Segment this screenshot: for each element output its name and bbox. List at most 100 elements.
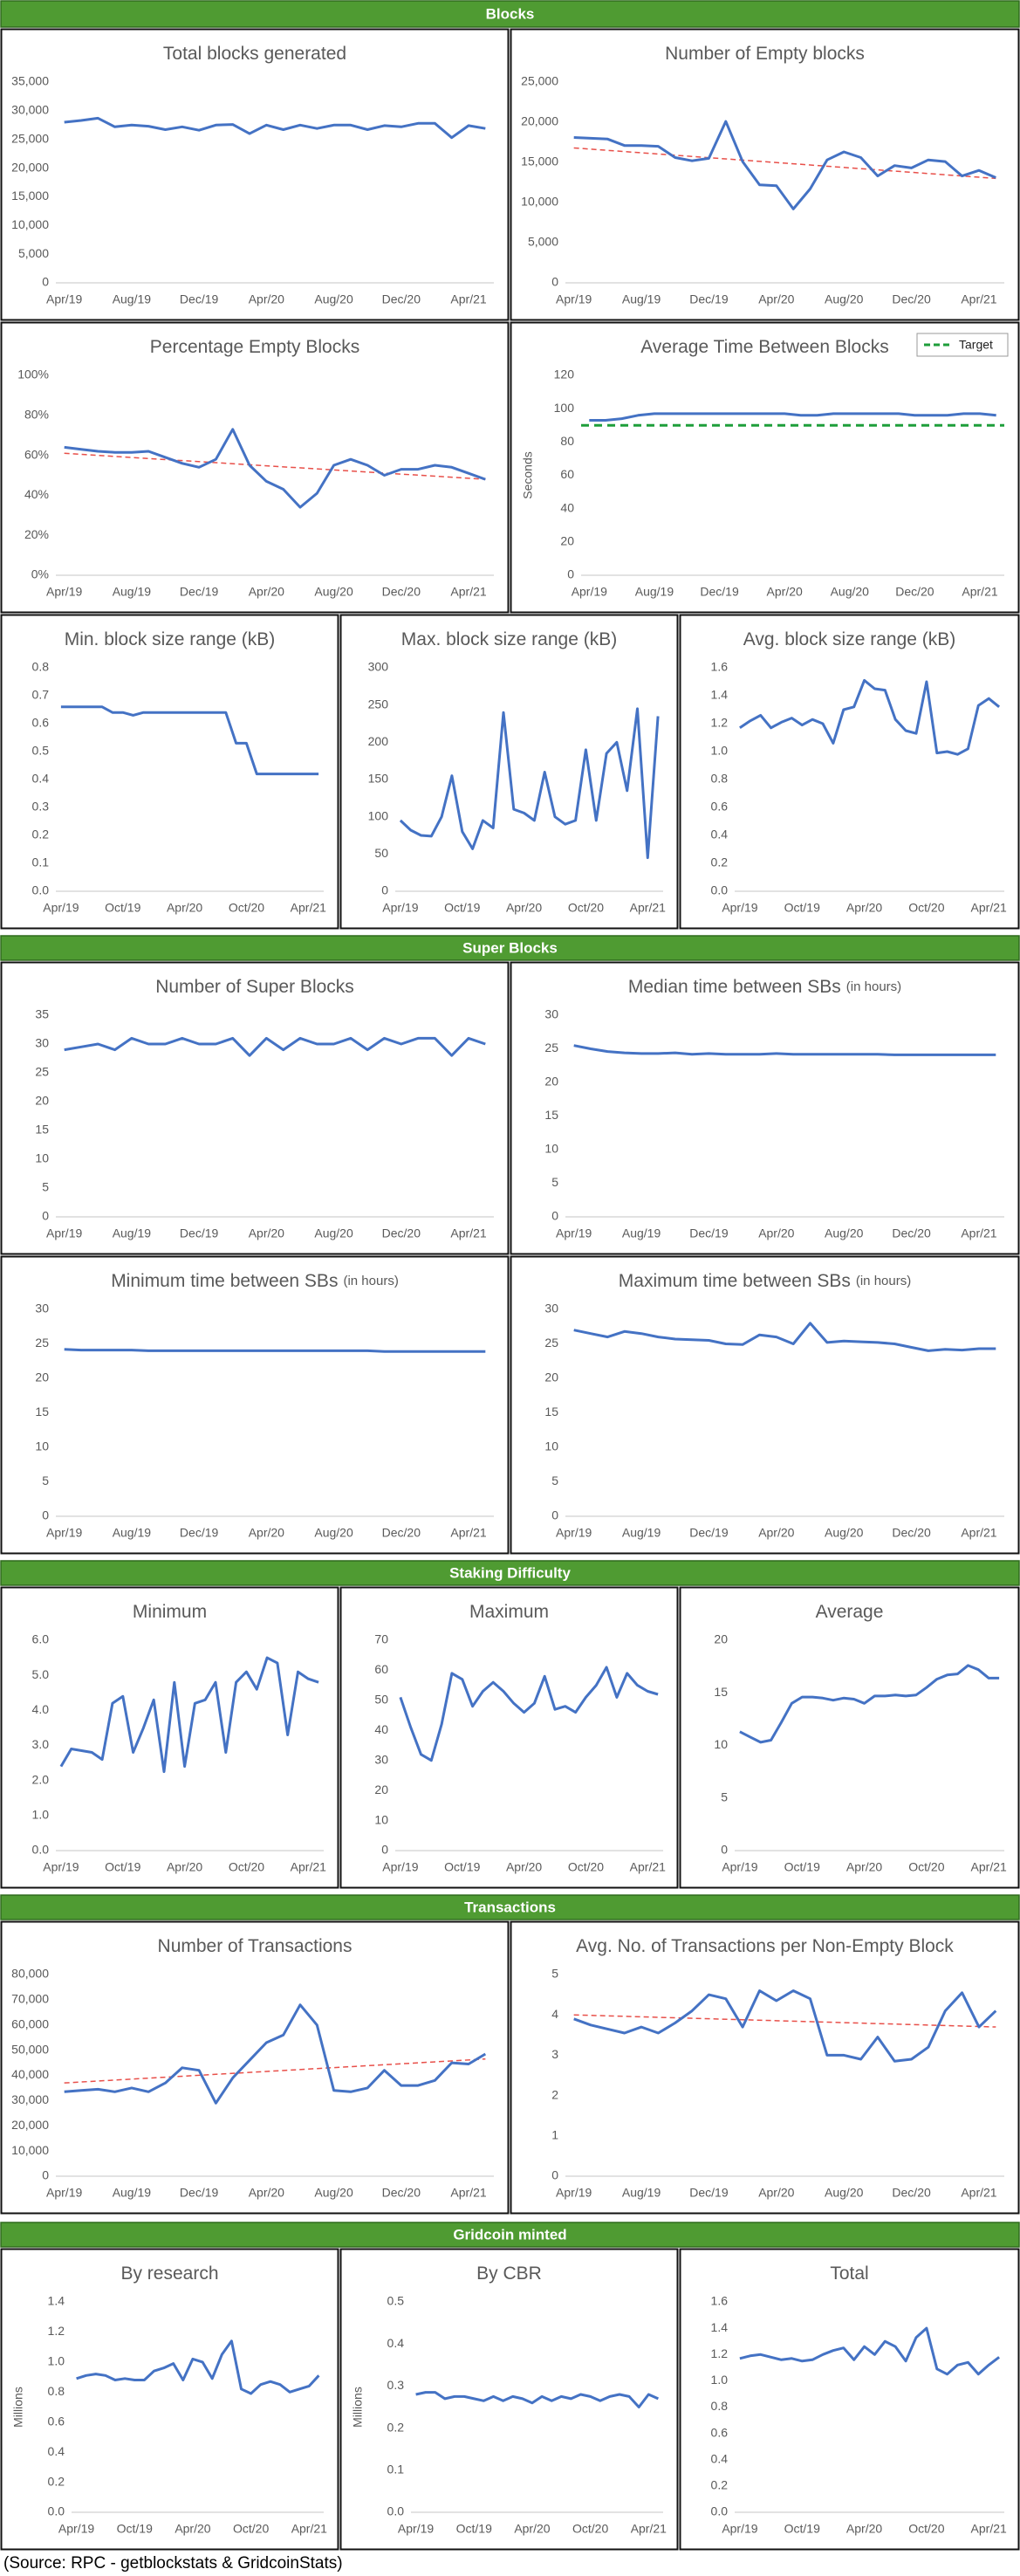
y-tick-label: 0: [551, 275, 558, 289]
x-tick-label: Dec/20: [382, 292, 421, 306]
y-tick-label: 1.2: [711, 2346, 729, 2360]
x-tick-label: Aug/19: [113, 585, 152, 599]
y-tick-label: 20: [35, 1094, 49, 1108]
y-tick-label: 0.5: [32, 744, 50, 758]
x-tick-label: Oct/19: [456, 2522, 492, 2536]
y-tick-label: 0.4: [32, 772, 50, 786]
x-tick-label: Apr/21: [450, 585, 486, 599]
x-tick-label: Dec/19: [689, 1226, 729, 1240]
x-tick-label: Apr/21: [630, 901, 666, 915]
x-tick-label: Apr/21: [450, 2186, 486, 2200]
x-tick-label: Apr/19: [722, 2522, 757, 2536]
chart-title-main: Number of Transactions: [158, 1936, 353, 1956]
x-tick-label: Apr/20: [175, 2522, 210, 2536]
x-tick-label: Apr/20: [758, 2186, 794, 2200]
chart-title-main: Maximum time between SBs: [619, 1271, 851, 1291]
x-tick-label: Aug/20: [314, 2186, 353, 2200]
y-tick-label: 0: [551, 1209, 558, 1223]
chart-frame: [339, 1586, 679, 1889]
x-tick-label: Oct/20: [568, 901, 604, 915]
trend-line: [64, 452, 486, 480]
chart-title: Average Time Between Blocks: [640, 337, 888, 357]
y-tick-label: 30,000: [11, 2092, 49, 2106]
x-tick-label: Dec/20: [892, 292, 931, 306]
x-tick-label: Apr/21: [962, 585, 997, 599]
x-tick-label: Oct/19: [784, 2522, 820, 2536]
x-tick-label: Apr/21: [291, 1860, 326, 1874]
x-tick-label: Dec/19: [180, 292, 219, 306]
y-tick-label: 10,000: [11, 217, 49, 231]
y-tick-label: 15: [35, 1405, 49, 1419]
x-tick-label: Aug/20: [314, 1526, 353, 1540]
chart-title: Total blocks generated: [163, 44, 346, 64]
x-tick-label: Apr/20: [758, 292, 794, 306]
y-tick-label: 5,000: [528, 235, 558, 249]
y-tick-label: 0.6: [32, 716, 50, 730]
x-tick-label: Oct/19: [117, 2522, 153, 2536]
x-tick-label: Apr/20: [167, 1860, 202, 1874]
y-tick-label: 1.6: [711, 660, 729, 674]
y-tick-label: 0.0: [711, 883, 729, 897]
y-tick-label: 5: [551, 1175, 558, 1189]
chart-title: Avg. No. of Transactions per Non-Empty B…: [576, 1936, 954, 1956]
chart-frame: [510, 321, 1020, 614]
y-tick-label: 20: [544, 1370, 558, 1384]
y-tick-label: 1.0: [32, 1808, 50, 1822]
data-line: [64, 116, 486, 140]
y-tick-label: 0: [42, 2168, 49, 2182]
x-tick-label: Oct/20: [572, 2522, 608, 2536]
x-tick-label: Aug/20: [825, 1526, 864, 1540]
y-tick-label: 1.2: [48, 2324, 65, 2338]
y-tick-label: 0.2: [32, 828, 50, 841]
x-tick-label: Apr/21: [961, 2186, 996, 2200]
y-tick-label: 0.8: [32, 660, 50, 674]
x-tick-label: Apr/19: [556, 2186, 592, 2200]
y-axis-title: Millions: [11, 2387, 25, 2428]
y-tick-label: 15,000: [11, 189, 49, 203]
chart-frame: [510, 961, 1020, 1255]
x-tick-label: Oct/20: [568, 1860, 604, 1874]
x-tick-label: Apr/19: [556, 1226, 592, 1240]
y-tick-label: 6.0: [32, 1632, 50, 1646]
y-tick-label: 25: [35, 1336, 49, 1350]
x-tick-label: Aug/20: [825, 2186, 864, 2200]
y-tick-label: 15: [714, 1685, 728, 1699]
x-tick-label: Apr/21: [971, 2522, 1007, 2536]
data-line: [59, 1656, 319, 1774]
x-tick-label: Oct/19: [105, 1860, 140, 1874]
y-tick-label: 15: [544, 1405, 558, 1419]
y-tick-label: 80,000: [11, 1967, 49, 1981]
y-tick-label: 100%: [17, 368, 49, 381]
section-title: Transactions: [464, 1899, 556, 1915]
x-tick-label: Dec/20: [895, 585, 934, 599]
y-tick-label: 0.0: [32, 883, 50, 897]
x-tick-label: Apr/20: [249, 292, 284, 306]
y-tick-label: 10: [544, 1142, 558, 1156]
x-tick-label: Oct/19: [105, 901, 140, 915]
x-tick-label: Dec/20: [382, 585, 421, 599]
chart-title-main: Median time between SBs: [628, 977, 841, 997]
data-line: [60, 705, 319, 776]
y-tick-label: 3.0: [32, 1737, 50, 1751]
x-tick-label: Dec/19: [700, 585, 739, 599]
x-tick-label: Apr/19: [556, 1526, 592, 1540]
data-line: [399, 707, 660, 860]
x-tick-label: Apr/21: [961, 292, 996, 306]
y-tick-label: 5,000: [18, 246, 49, 260]
data-line: [573, 1044, 996, 1056]
y-tick-label: 30: [374, 1752, 388, 1766]
y-tick-label: 20%: [24, 527, 49, 541]
y-tick-label: 30: [35, 1302, 49, 1315]
chart-title-main: Avg. block size range (kB): [743, 629, 956, 649]
y-tick-label: 40,000: [11, 2067, 49, 2081]
chart-title: By research: [120, 2263, 218, 2284]
chart-title-main: Total blocks generated: [163, 44, 346, 64]
y-tick-label: 5: [42, 1473, 49, 1487]
x-tick-label: Apr/20: [167, 901, 202, 915]
y-tick-label: 1.0: [48, 2354, 65, 2368]
data-line: [573, 1322, 996, 1352]
section-title: Super Blocks: [462, 939, 558, 956]
y-tick-label: 0.4: [387, 2336, 405, 2350]
y-tick-label: 0: [42, 1209, 49, 1223]
